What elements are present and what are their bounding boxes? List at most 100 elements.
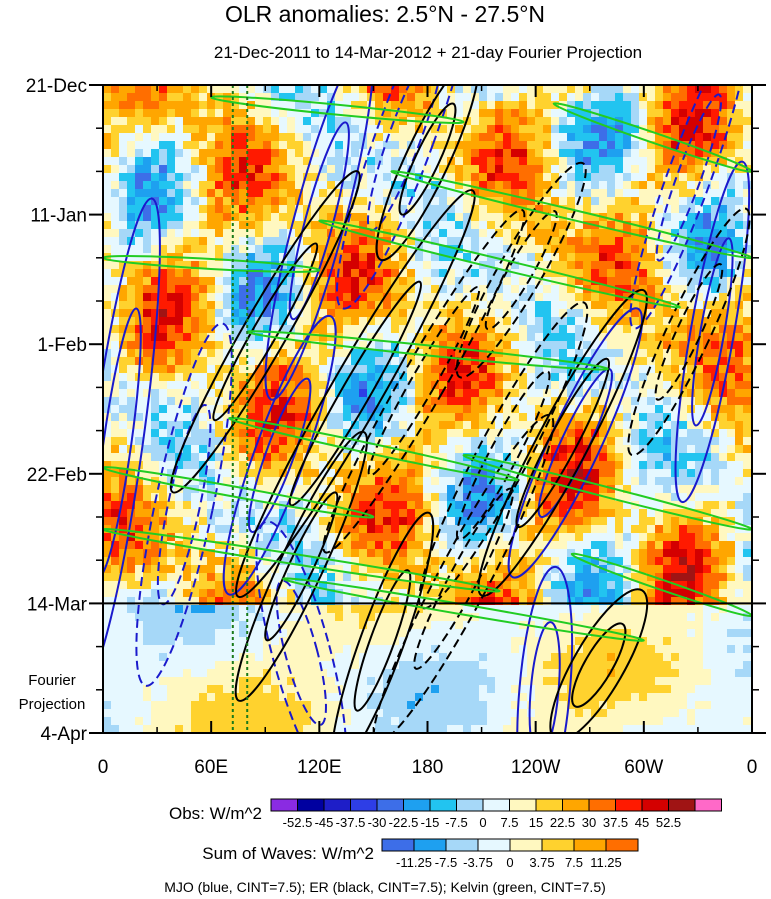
heat-cell: [495, 373, 504, 382]
heat-cell: [719, 445, 728, 454]
heat-cell: [191, 533, 200, 542]
heat-cell: [167, 445, 176, 454]
heat-cell: [119, 381, 128, 390]
heat-cell: [639, 205, 648, 214]
heat-cell: [199, 405, 208, 414]
heat-cell: [479, 397, 488, 406]
heat-cell: [263, 509, 272, 518]
heat-cell: [631, 269, 640, 278]
heat-cell: [175, 485, 184, 494]
heat-cell: [567, 101, 576, 110]
heat-cell: [743, 197, 752, 206]
heat-cell: [663, 549, 672, 558]
heat-cell: [335, 357, 344, 366]
heat-cell: [343, 205, 352, 214]
heat-cell: [143, 237, 152, 246]
heat-cell: [159, 565, 168, 574]
heat-cell: [583, 165, 592, 174]
heat-cell: [623, 237, 632, 246]
heat-cell: [391, 381, 400, 390]
heat-cell: [303, 445, 312, 454]
heat-cell: [119, 365, 128, 374]
heat-cell: [527, 333, 536, 342]
heat-cell: [591, 381, 600, 390]
heat-cell: [199, 197, 208, 206]
heat-cell: [199, 373, 208, 382]
heat-cell: [167, 333, 176, 342]
heat-cell: [127, 229, 136, 238]
heat-cell: [159, 325, 168, 334]
heat-cell: [583, 229, 592, 238]
heat-cell: [119, 461, 128, 470]
heat-cell: [599, 149, 608, 158]
heat-cell: [103, 461, 112, 470]
heat-cell: [503, 341, 512, 350]
heat-cell: [607, 253, 616, 262]
heat-cell: [663, 261, 672, 270]
heat-cell: [359, 341, 368, 350]
heat-cell: [271, 301, 280, 310]
heat-cell: [711, 485, 720, 494]
heat-cell: [415, 517, 424, 526]
heat-cell: [215, 181, 224, 190]
heat-cell: [311, 269, 320, 278]
heat-cell: [655, 557, 664, 566]
heat-cell: [647, 405, 656, 414]
heat-cell: [623, 109, 632, 118]
heat-cell: [711, 173, 720, 182]
heat-cell: [375, 429, 384, 438]
heat-cell: [407, 437, 416, 446]
heat-cell: [159, 269, 168, 278]
heat-cell: [727, 301, 736, 310]
heat-cell: [327, 173, 336, 182]
heat-cell: [551, 493, 560, 502]
heat-cell: [423, 421, 432, 430]
heat-cell: [527, 157, 536, 166]
heat-cell: [439, 205, 448, 214]
heat-cell: [399, 365, 408, 374]
heat-cell: [631, 93, 640, 102]
heat-cell: [127, 493, 136, 502]
heat-cell: [663, 357, 672, 366]
heat-cell: [399, 397, 408, 406]
heat-cell: [711, 205, 720, 214]
heat-cell: [663, 493, 672, 502]
heat-cell: [223, 229, 232, 238]
heat-cell: [655, 413, 664, 422]
heat-cell: [727, 173, 736, 182]
heat-cell: [431, 541, 440, 550]
heat-cell: [671, 373, 680, 382]
heat-cell: [383, 149, 392, 158]
heat-cell: [343, 469, 352, 478]
heat-cell: [143, 445, 152, 454]
heat-cell: [295, 149, 304, 158]
heat-cell: [599, 509, 608, 518]
heat-cell: [487, 117, 496, 126]
heat-cell: [463, 413, 472, 422]
heat-cell: [623, 349, 632, 358]
heat-cell: [343, 269, 352, 278]
heat-cell: [135, 421, 144, 430]
heat-cell: [599, 445, 608, 454]
heat-cell: [135, 125, 144, 134]
heat-cell: [175, 325, 184, 334]
heat-cell: [599, 317, 608, 326]
heat-cell: [183, 509, 192, 518]
heat-cell: [375, 501, 384, 510]
heat-cell: [527, 285, 536, 294]
heat-cell: [551, 165, 560, 174]
heat-cell: [431, 213, 440, 222]
heat-cell: [447, 453, 456, 462]
heat-cell: [391, 101, 400, 110]
heat-cell: [663, 213, 672, 222]
heat-cell: [263, 245, 272, 254]
heat-cell: [719, 469, 728, 478]
heat-cell: [175, 229, 184, 238]
heat-cell: [447, 341, 456, 350]
heat-cell: [519, 141, 528, 150]
heat-cell: [503, 389, 512, 398]
heat-cell: [711, 437, 720, 446]
heat-cell: [703, 117, 712, 126]
heat-cell: [271, 117, 280, 126]
heat-cell: [255, 309, 264, 318]
